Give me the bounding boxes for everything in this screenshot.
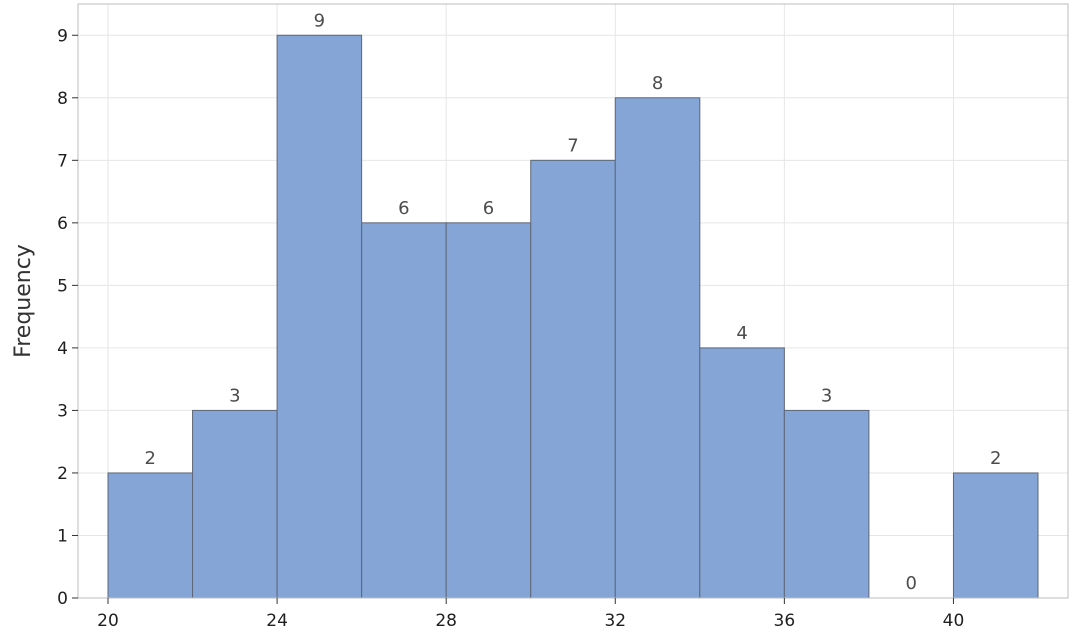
y-tick-label: 2 (57, 464, 68, 484)
x-tick-label: 28 (435, 611, 457, 631)
y-tick-label: 6 (57, 214, 68, 234)
y-tick-label: 4 (57, 339, 68, 359)
histogram-bar (107, 472, 194, 599)
bar-value-label: 6 (398, 198, 409, 219)
histogram-bar (614, 97, 701, 599)
bar-value-label: 0 (905, 573, 916, 594)
y-tick-label: 8 (57, 89, 68, 109)
bar-value-label: 4 (736, 323, 747, 344)
histogram-bar (783, 409, 870, 599)
histogram-bar (276, 34, 363, 599)
y-tick-label: 3 (57, 401, 68, 421)
y-tick-label: 7 (57, 151, 68, 171)
histogram-bar (952, 472, 1039, 599)
bar-value-label: 7 (567, 135, 578, 156)
y-tick-label: 0 (57, 589, 68, 609)
bar-value-label: 9 (314, 10, 325, 31)
x-tick-label: 36 (774, 611, 796, 631)
bar-value-label: 3 (229, 385, 240, 406)
histogram-bar (530, 159, 616, 599)
histogram-bar (361, 222, 447, 599)
bar-value-label: 2 (990, 448, 1001, 469)
x-tick-label: 20 (97, 611, 119, 631)
y-tick-label: 9 (57, 26, 68, 46)
bars (107, 34, 1039, 599)
plot-frame (77, 3, 1069, 599)
bar-value-label: 2 (145, 448, 156, 469)
data-labels: 2 3 9 6 6 7 8 4 3 0 2 (145, 10, 1002, 594)
bar-value-label: 8 (652, 73, 663, 94)
bar-value-label: 6 (483, 198, 494, 219)
histogram-bar (192, 409, 278, 599)
y-tick-label: 1 (57, 526, 68, 546)
x-tick-label: 40 (943, 611, 965, 631)
histogram-bar (699, 347, 785, 599)
bar-value-label: 3 (821, 385, 832, 406)
histogram-bar (445, 222, 532, 599)
y-axis-title: Frequency (11, 244, 36, 358)
x-tick-label: 32 (604, 611, 626, 631)
x-tick-label: 24 (266, 611, 288, 631)
y-tick-label: 5 (57, 276, 68, 296)
